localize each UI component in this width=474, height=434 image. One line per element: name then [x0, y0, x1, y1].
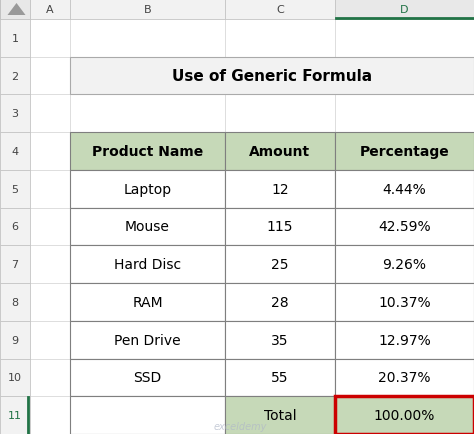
- Text: 3: 3: [11, 109, 18, 119]
- Bar: [225, 359, 335, 396]
- Polygon shape: [8, 4, 26, 16]
- Text: 11: 11: [8, 410, 22, 420]
- Bar: [335, 283, 474, 321]
- Text: 35: 35: [271, 333, 289, 347]
- Bar: [335, 359, 474, 396]
- Text: 12.97%: 12.97%: [378, 333, 431, 347]
- Text: 10.37%: 10.37%: [378, 295, 431, 309]
- Bar: [0, 396, 30, 434]
- Bar: [225, 133, 335, 171]
- Text: 5: 5: [11, 184, 18, 194]
- Text: A: A: [46, 5, 54, 15]
- Bar: [225, 283, 335, 321]
- Text: 7: 7: [11, 260, 18, 270]
- Bar: [335, 321, 474, 359]
- Bar: [30, 0, 70, 20]
- Text: 115: 115: [267, 220, 293, 234]
- Text: Laptop: Laptop: [123, 182, 172, 196]
- Bar: [70, 246, 225, 283]
- Bar: [70, 396, 225, 434]
- Text: 9: 9: [11, 335, 18, 345]
- Text: Mouse: Mouse: [125, 220, 170, 234]
- Text: 20.37%: 20.37%: [378, 371, 431, 385]
- Bar: [335, 171, 474, 208]
- Text: 8: 8: [11, 297, 18, 307]
- Text: 100.00%: 100.00%: [374, 408, 435, 422]
- Bar: [0, 20, 30, 58]
- Bar: [225, 0, 335, 20]
- Bar: [70, 208, 225, 246]
- Bar: [0, 171, 30, 208]
- Bar: [70, 171, 225, 208]
- Bar: [70, 359, 225, 396]
- Text: SSD: SSD: [133, 371, 162, 385]
- Bar: [70, 321, 225, 359]
- Bar: [70, 283, 225, 321]
- Bar: [335, 246, 474, 283]
- Text: 28: 28: [271, 295, 289, 309]
- Bar: [0, 95, 30, 133]
- Text: 4.44%: 4.44%: [383, 182, 427, 196]
- Bar: [0, 321, 30, 359]
- Text: exceldemy: exceldemy: [213, 421, 267, 431]
- Bar: [70, 133, 225, 171]
- Bar: [335, 396, 474, 434]
- Text: 25: 25: [271, 258, 289, 272]
- Bar: [0, 246, 30, 283]
- Bar: [225, 208, 335, 246]
- Bar: [225, 171, 335, 208]
- Bar: [0, 208, 30, 246]
- Bar: [335, 208, 474, 246]
- Text: 4: 4: [11, 147, 18, 157]
- Text: Use of Generic Formula: Use of Generic Formula: [172, 69, 372, 84]
- Text: 2: 2: [11, 72, 18, 82]
- Bar: [70, 58, 474, 95]
- Text: Amount: Amount: [249, 145, 310, 159]
- Bar: [335, 396, 474, 434]
- Bar: [0, 58, 30, 95]
- Text: C: C: [276, 5, 284, 15]
- Bar: [0, 0, 474, 20]
- Text: 55: 55: [271, 371, 289, 385]
- Text: 42.59%: 42.59%: [378, 220, 431, 234]
- Text: Pen Drive: Pen Drive: [114, 333, 181, 347]
- Bar: [335, 0, 474, 20]
- Bar: [0, 283, 30, 321]
- Bar: [0, 0, 30, 20]
- Bar: [225, 246, 335, 283]
- Text: 6: 6: [11, 222, 18, 232]
- Bar: [225, 396, 335, 434]
- Text: Product Name: Product Name: [92, 145, 203, 159]
- Text: 10: 10: [8, 372, 22, 382]
- Bar: [70, 0, 225, 20]
- Bar: [225, 321, 335, 359]
- Text: B: B: [144, 5, 151, 15]
- Bar: [0, 133, 30, 171]
- Bar: [0, 359, 30, 396]
- Text: 12: 12: [271, 182, 289, 196]
- Text: 9.26%: 9.26%: [383, 258, 427, 272]
- Text: 1: 1: [11, 34, 18, 44]
- Text: RAM: RAM: [132, 295, 163, 309]
- Text: Percentage: Percentage: [360, 145, 449, 159]
- Text: Hard Disc: Hard Disc: [114, 258, 181, 272]
- Text: D: D: [400, 5, 409, 15]
- Bar: [335, 133, 474, 171]
- Text: Total: Total: [264, 408, 296, 422]
